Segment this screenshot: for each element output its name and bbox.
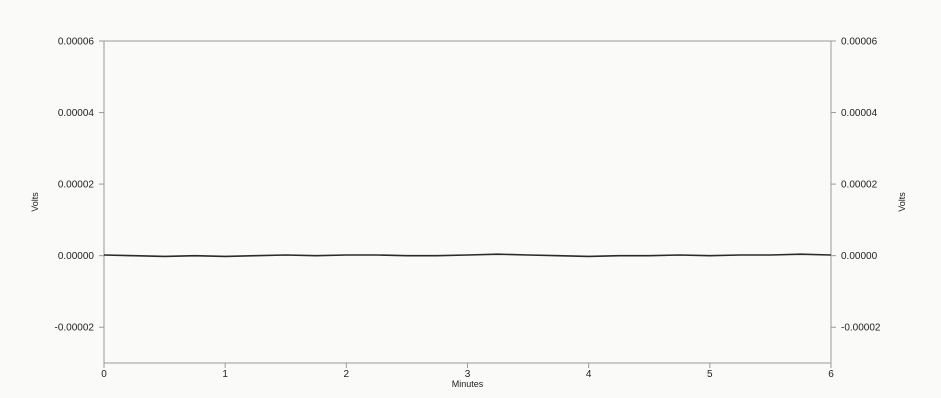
signal-line (103, 253, 832, 258)
y-tick-label-right: 0.00006 (841, 37, 878, 48)
x-tick-label: 5 (707, 369, 713, 380)
y-tick-label-right: -0.00002 (841, 323, 881, 334)
y-tick-label-right: 0.00002 (841, 180, 878, 191)
x-tick-label: 6 (828, 369, 834, 380)
y-tick-label-right: 0.00004 (841, 108, 878, 119)
x-tick-label: 2 (344, 369, 350, 380)
y-axis-label-left: Volts (30, 192, 40, 212)
x-tick-label: 0 (101, 369, 107, 380)
y-axis-right: 0.00006 0.00004 0.00002 0.00000 -0.00002 (831, 37, 881, 334)
y-tick-label-left: 0.00002 (58, 180, 95, 191)
x-tick-label: 1 (222, 369, 228, 380)
y-tick-label-right: 0.00000 (841, 251, 878, 262)
series-layer (103, 253, 832, 258)
x-tick-label: 4 (586, 369, 592, 380)
y-tick-label-left: 0.00004 (58, 108, 95, 119)
x-axis: 0 1 2 3 4 5 6 (101, 363, 834, 380)
plot-frame (103, 40, 832, 364)
y-tick-label-left: 0.00006 (58, 37, 95, 48)
y-axis-label-right: Volts (897, 192, 907, 212)
x-tick-label: 3 (465, 369, 471, 380)
y-axis-left: 0.00006 0.00004 0.00002 0.00000 -0.00002 (55, 37, 104, 334)
y-tick-label-left: -0.00002 (55, 323, 95, 334)
y-tick-label-left: 0.00000 (58, 251, 95, 262)
x-axis-label: Minutes (452, 379, 484, 389)
